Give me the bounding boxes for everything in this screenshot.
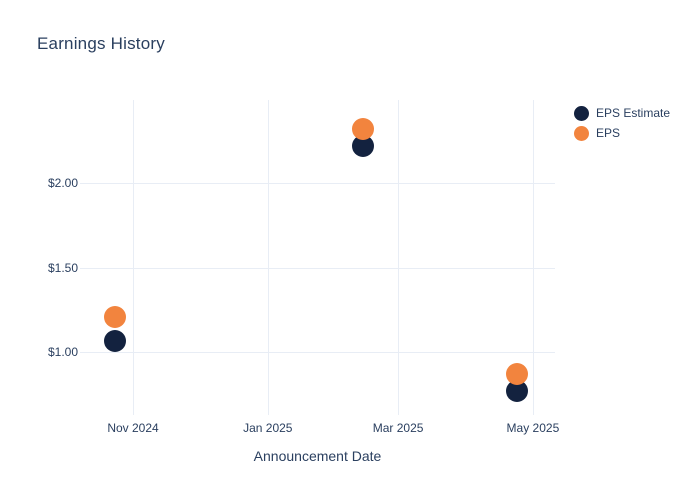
y-tick-label: $1.00 (47, 345, 78, 360)
data-point-eps[interactable] (351, 117, 374, 140)
legend-item-eps[interactable]: EPS (574, 123, 670, 143)
eps-estimate-legend-marker-icon (574, 105, 589, 121)
chart-title: Earnings History (37, 34, 165, 53)
data-point-eps-estimate[interactable] (351, 134, 374, 157)
data-point-eps-estimate[interactable] (104, 329, 127, 352)
eps-legend-marker-icon (574, 125, 589, 141)
legend: EPS Estimate EPS (574, 103, 670, 143)
x-tick-label: Nov 2024 (107, 421, 159, 435)
x-gridline (267, 100, 269, 415)
x-tick-label: Mar 2025 (372, 421, 424, 435)
data-point-eps-estimate[interactable] (506, 380, 529, 403)
x-gridline (398, 100, 400, 415)
legend-label: EPS (596, 126, 621, 140)
y-gridline (80, 183, 555, 184)
data-point-eps[interactable] (506, 363, 529, 386)
x-tick-label: Jan 2025 (243, 421, 293, 435)
y-gridline (80, 352, 555, 354)
y-tick-label: $1.50 (47, 260, 78, 275)
legend-item-eps-estimate[interactable]: EPS Estimate (574, 103, 670, 123)
x-tick-label: May 2025 (506, 421, 560, 435)
data-point-eps[interactable] (104, 305, 127, 328)
x-gridline (532, 100, 534, 415)
x-axis-title: Announcement Date (253, 448, 382, 464)
y-tick-label: $2.00 (47, 176, 78, 190)
x-gridline (133, 100, 134, 415)
legend-label: EPS Estimate (596, 106, 671, 120)
y-gridline (80, 267, 555, 269)
plot-area[interactable] (80, 100, 555, 415)
